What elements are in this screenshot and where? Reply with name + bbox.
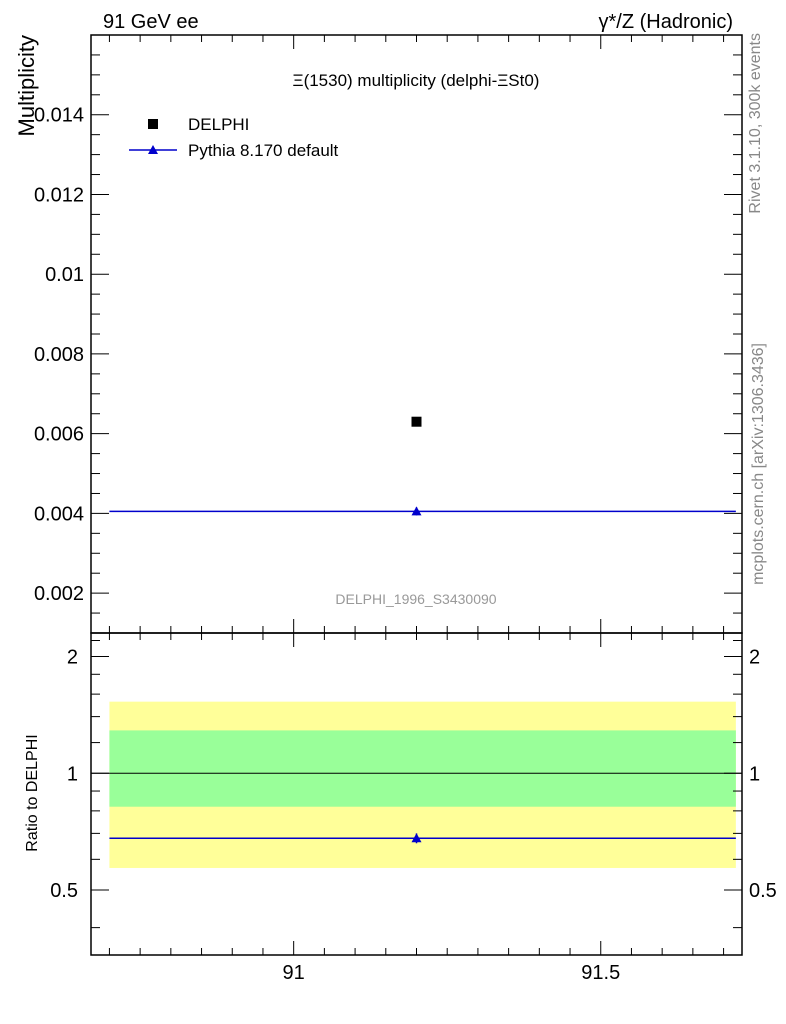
main-y-tick-label: 0.002	[34, 583, 84, 605]
ratio-data-marks	[109, 833, 736, 844]
ratio-y-tick-label-right: 2	[749, 647, 760, 669]
data-point-marker	[411, 416, 422, 427]
ratio-y-axis-label: Ratio to DELPHI	[24, 734, 41, 851]
main-watermark: DELPHI_1996_S3430090	[335, 591, 496, 607]
rivet-version-label: Rivet 3.1.10, 300k events	[747, 33, 764, 214]
ratio-mc-point-marker	[411, 833, 422, 843]
header-process-label: γ*/Z (Hadronic)	[599, 11, 733, 33]
ratio-y-tick-label-right: 0.5	[749, 880, 777, 902]
legend: DELPHI Pythia 8.170 default	[129, 115, 339, 160]
ratio-axis-ticks: 0.5 0.5 1 1 2 2 91 91.5	[50, 633, 777, 984]
main-panel: 0.002 0.004 0.006 0.008 0.01 0.012 0.014 Ξ(153…	[14, 34, 743, 634]
ratio-inner-band	[109, 730, 736, 807]
header-energy-label: 91 GeV ee	[103, 11, 199, 33]
ratio-panel: 0.5 0.5 1 1 2 2 91 91.5 Ratio to DELPHI	[24, 632, 777, 984]
ratio-y-tick-label-left: 1	[67, 763, 78, 785]
main-y-tick-label: 0.008	[34, 344, 84, 366]
x-tick-label: 91	[283, 962, 305, 984]
ratio-y-tick-label-right: 1	[749, 763, 760, 785]
legend-data-label: DELPHI	[188, 115, 249, 134]
mc-point-marker	[411, 506, 422, 516]
x-tick-label: 91.5	[581, 962, 620, 984]
legend-mc-marker	[148, 145, 158, 154]
main-y-tick-label: 0.01	[45, 264, 84, 286]
main-y-tick-label: 0.006	[34, 424, 84, 446]
main-y-axis-label: Multiplicity	[14, 35, 39, 136]
ratio-y-tick-label-left: 0.5	[50, 880, 78, 902]
main-y-tick-label: 0.004	[34, 503, 84, 525]
legend-data-marker	[148, 119, 158, 129]
ratio-plot-frame	[90, 632, 743, 956]
mcplots-label: mcplots.cern.ch [arXiv:1306.3436]	[750, 343, 767, 585]
main-plot-title: Ξ(1530) multiplicity (delphi-ΞSt0)	[293, 71, 540, 90]
main-y-tick-label: 0.012	[34, 184, 84, 206]
main-data-marks	[109, 416, 736, 516]
main-y-tick-label: 0.014	[34, 105, 84, 127]
ratio-y-tick-label-left: 2	[67, 647, 78, 669]
ratio-bands	[91, 701, 742, 868]
main-axis-ticks: 0.002 0.004 0.006 0.008 0.01 0.012 0.014	[34, 34, 742, 634]
legend-mc-label: Pythia 8.170 default	[188, 141, 339, 160]
